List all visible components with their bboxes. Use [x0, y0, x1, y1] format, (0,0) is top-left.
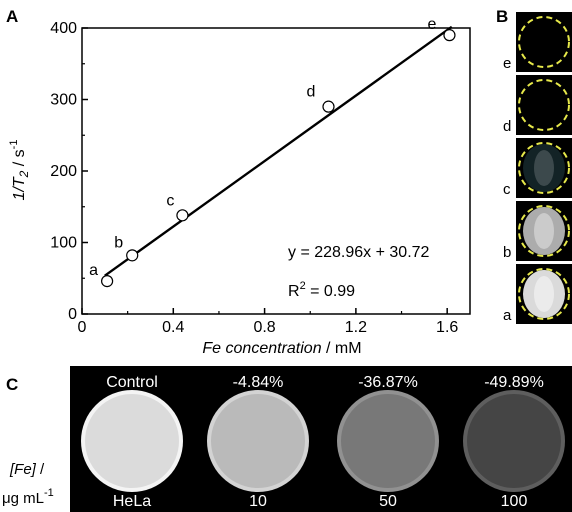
data-point — [443, 29, 456, 42]
x-tick-label: 0.8 — [253, 319, 275, 336]
fit-equation: y = 228.96x + 30.72 — [288, 244, 430, 261]
data-point — [101, 275, 114, 288]
y-axis-ticks: 0 100 200 300 400 — [50, 20, 88, 323]
fe-dose-label: 100 — [501, 493, 528, 510]
fit-line — [104, 25, 453, 277]
plot-frame — [81, 27, 471, 315]
fe-dose-label: 50 — [379, 493, 397, 510]
fe-side-label: [Fe] / — [9, 461, 45, 478]
contrast-change-label: -4.84% — [233, 374, 284, 391]
y-tick-label: 300 — [50, 92, 77, 109]
phantom-ring — [518, 268, 570, 320]
fe-dose-label: 10 — [249, 493, 267, 510]
y-tick-label: 400 — [50, 20, 77, 37]
contrast-change-label: Control — [106, 374, 158, 391]
panel-letter-c: C — [6, 375, 18, 394]
point-label: c — [166, 192, 174, 209]
mri-phantom-strip: e d c b a — [503, 12, 572, 324]
phantom-ring — [518, 79, 570, 131]
phantom-ring — [518, 205, 570, 257]
point-label: e — [427, 16, 436, 33]
y-tick-label: 0 — [68, 306, 77, 323]
cell-circle — [467, 394, 561, 488]
cell-circle — [85, 394, 179, 488]
fe-unit-label: μg mL-1 — [2, 487, 54, 507]
phantom-label: e — [503, 55, 511, 72]
cell-circles: Control HeLa -4.84% 10 -36.87% 50 -49.89% 100 — [81, 374, 565, 510]
phantom-label: d — [503, 118, 511, 135]
fe-dose-label: HeLa — [113, 493, 151, 510]
y-tick-label: 200 — [50, 163, 77, 180]
phantom-ring — [518, 16, 570, 68]
data-point — [322, 100, 335, 113]
y-axis-label: 1/T2 / s-1 — [8, 140, 31, 201]
data-point — [126, 249, 139, 262]
phantom-label: a — [503, 307, 512, 324]
panel-letter-b: B — [496, 7, 508, 26]
point-label: a — [89, 262, 98, 279]
phantom-highlight — [534, 150, 554, 186]
point-label: b — [114, 234, 123, 251]
phantom-signal — [523, 207, 565, 255]
phantom-signal — [523, 144, 565, 192]
t2-relaxation-chart: 0 0.4 0.8 1.2 1.6 0 100 200 300 400 ab c d e 1/T2 /… — [8, 16, 471, 357]
panel-letter-a: A — [6, 7, 18, 26]
x-tick-label: 0.4 — [162, 319, 184, 336]
point-label: d — [306, 84, 315, 101]
r-squared: R2 = 0.99 — [288, 280, 355, 300]
phantom-ring — [518, 142, 570, 194]
x-tick-label: 0 — [78, 319, 87, 336]
contrast-change-label: -49.89% — [484, 374, 544, 391]
phantom-highlight — [534, 276, 554, 312]
cell-mri-panel: Control HeLa -4.84% 10 -36.87% 50 -49.89% 100 [… — [2, 366, 572, 512]
phantom-cell — [516, 12, 572, 72]
x-axis-label: Fe concentration / mM — [202, 340, 361, 357]
data-point — [176, 209, 189, 222]
phantom-label: b — [503, 244, 511, 261]
phantom-highlight — [534, 213, 554, 249]
data-points: ab c d e — [89, 16, 456, 288]
contrast-change-label: -36.87% — [358, 374, 418, 391]
y-tick-label: 100 — [50, 235, 77, 252]
cell-circle — [341, 394, 435, 488]
x-tick-label: 1.6 — [436, 319, 458, 336]
cell-circle — [211, 394, 305, 488]
x-axis-ticks: 0 0.4 0.8 1.2 1.6 — [78, 308, 458, 336]
x-tick-label: 1.2 — [345, 319, 367, 336]
phantom-cell — [516, 75, 572, 135]
phantom-signal — [523, 270, 565, 318]
phantom-label: c — [503, 181, 511, 198]
